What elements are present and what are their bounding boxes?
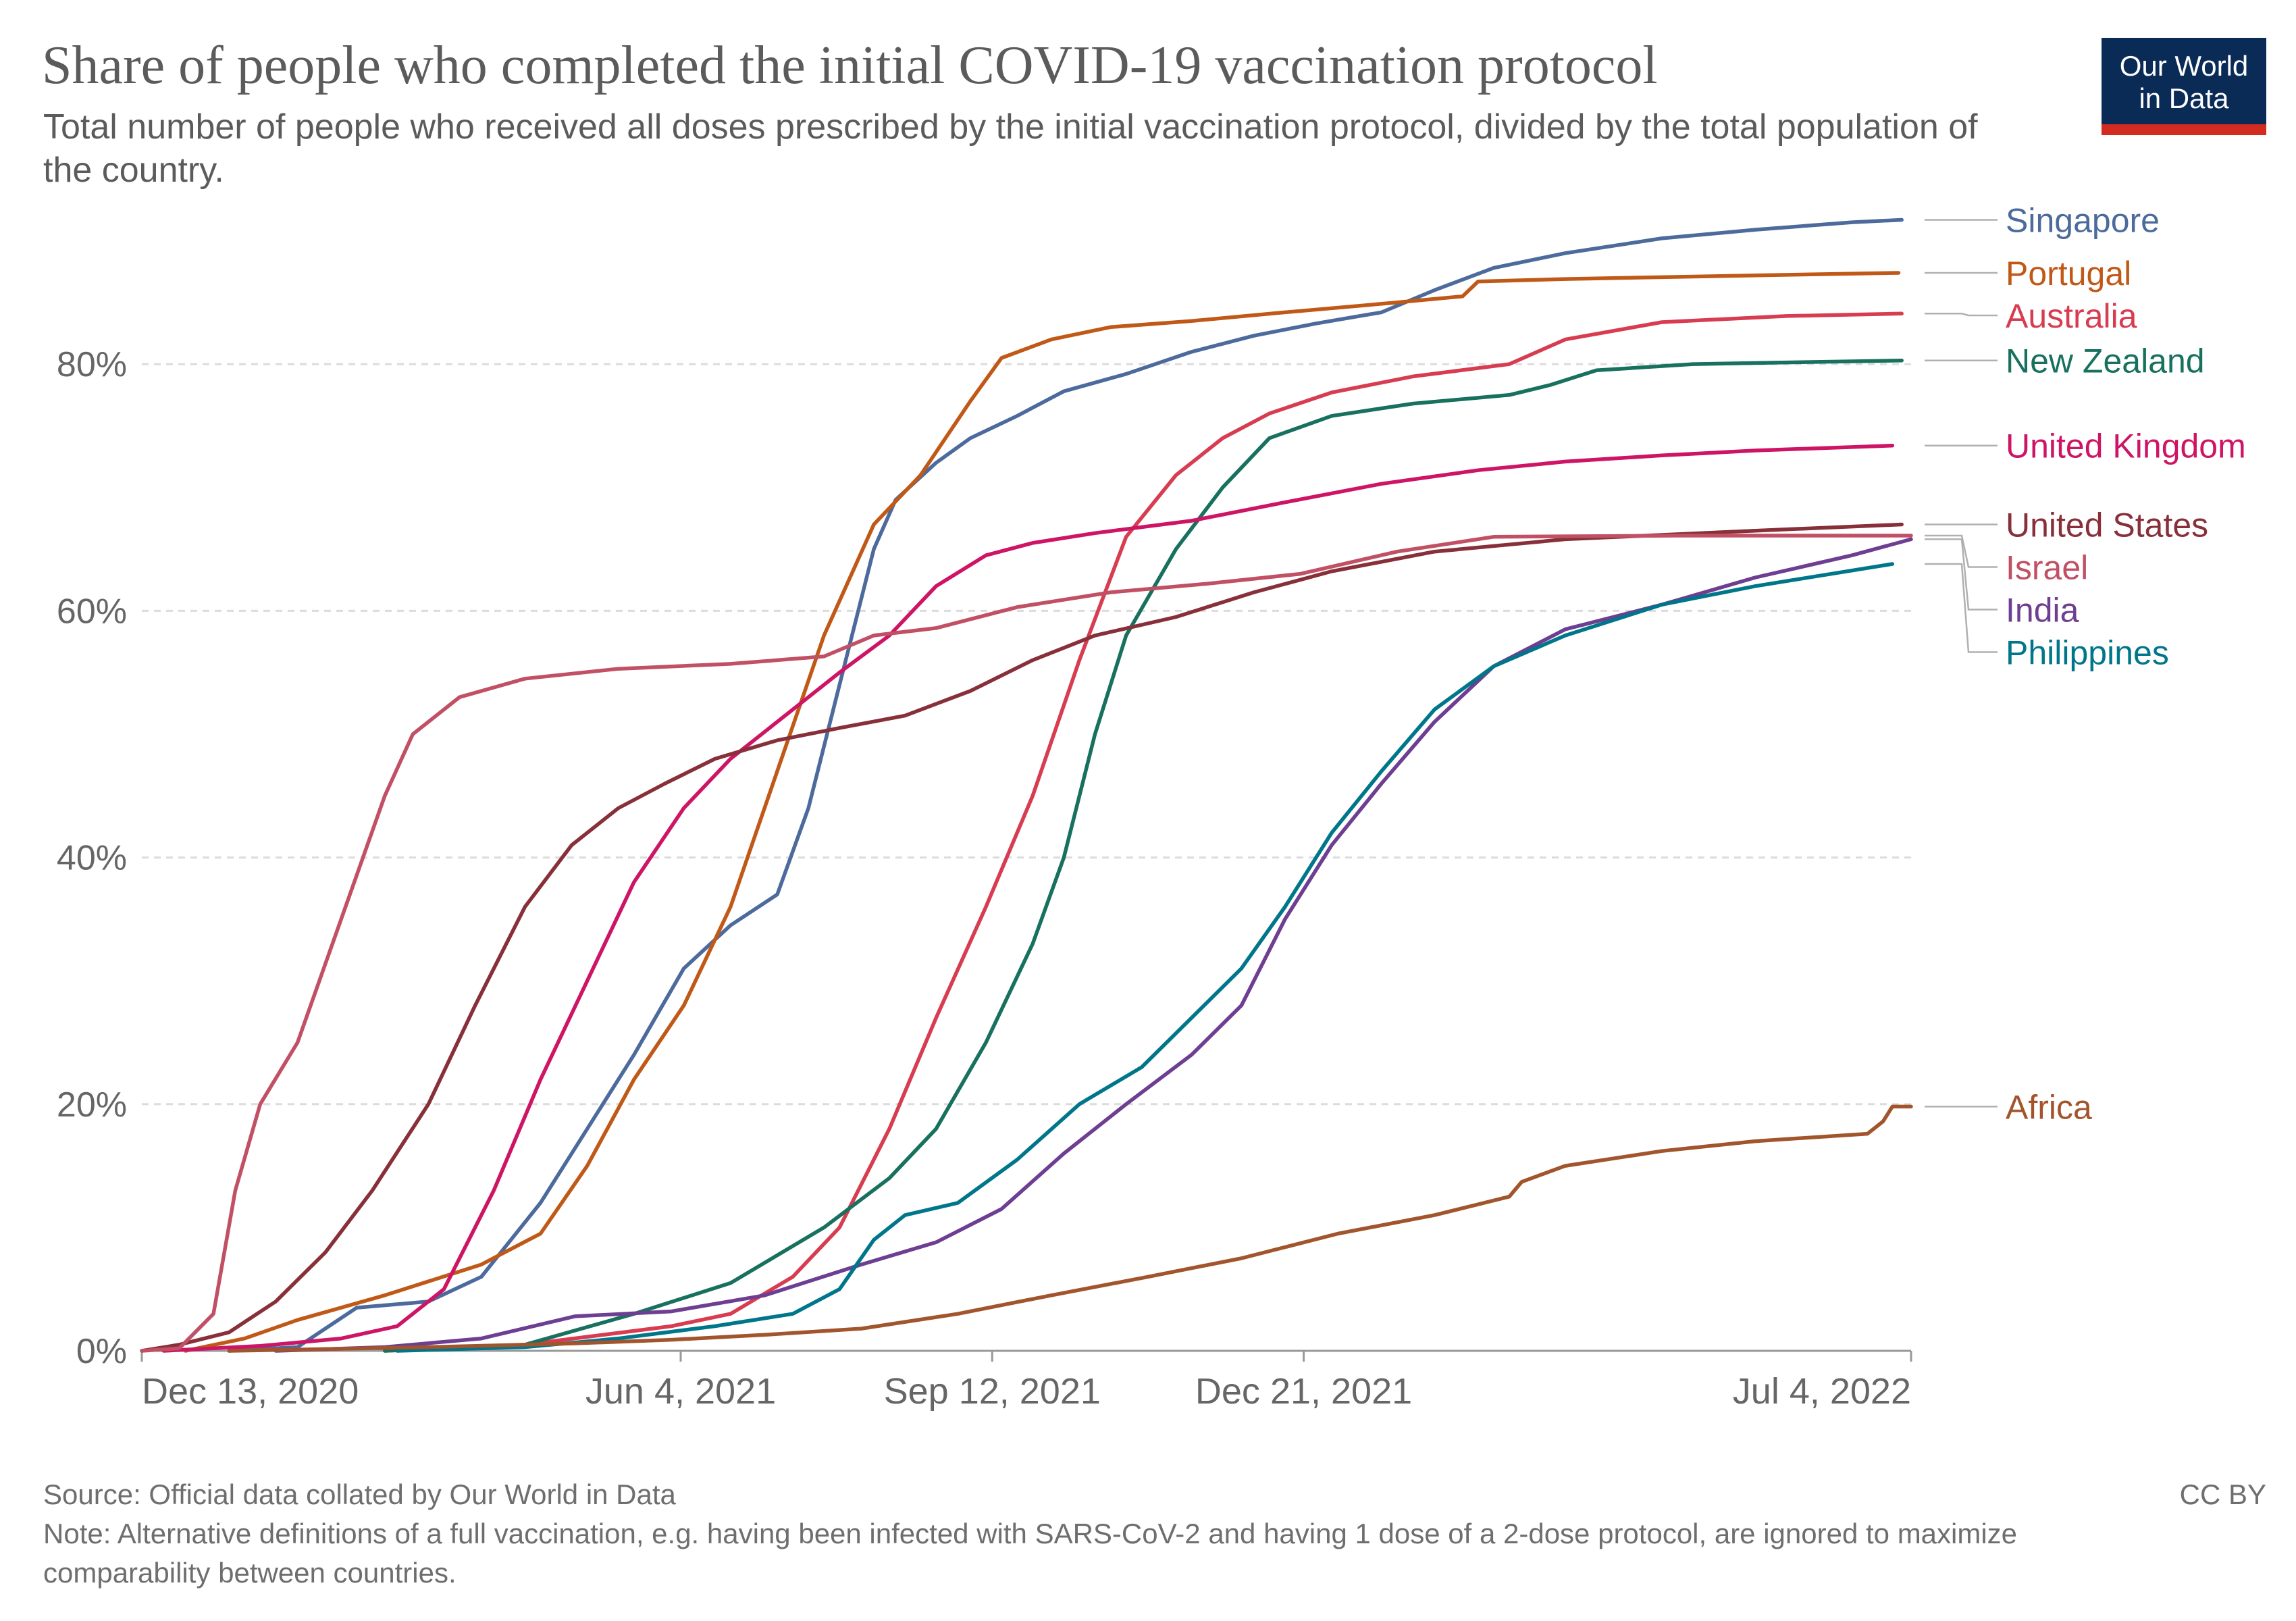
axes: 0% 20% 40% 60% 80% Dec 13, 2020 Jun 4, 2021 Sep… bbox=[57, 345, 1912, 1412]
x-tick-label: Jun 4, 2021 bbox=[585, 1371, 776, 1412]
legend-leader-line bbox=[1925, 563, 1998, 653]
series-line-philippines[interactable] bbox=[395, 562, 1895, 1353]
legend-label-philippines[interactable]: Philippines bbox=[2006, 634, 2169, 672]
series-line-portugal[interactable] bbox=[183, 271, 1901, 1353]
x-tick-label: Dec 21, 2021 bbox=[1195, 1371, 1412, 1412]
series-line-united-kingdom[interactable] bbox=[161, 443, 1895, 1353]
y-tick-label: 0% bbox=[76, 1332, 127, 1371]
y-tick-label: 40% bbox=[57, 839, 127, 878]
series-line-australia[interactable] bbox=[383, 311, 1904, 1353]
legend: Singapore Portugal Australia New Zealand Uni… bbox=[1925, 201, 2246, 1126]
legend-leader-line bbox=[1925, 538, 1998, 611]
legend-label-new-zealand[interactable]: New Zealand bbox=[2006, 342, 2205, 380]
legend-label-india[interactable]: India bbox=[2006, 592, 2079, 629]
chart-title: Share of people who completed the initia… bbox=[42, 36, 1658, 95]
y-tick-label: 80% bbox=[57, 345, 127, 384]
source-note: Source: Official data collated by Our Wo… bbox=[43, 1478, 676, 1510]
x-tick-label: Dec 13, 2020 bbox=[142, 1371, 359, 1412]
legend-label-australia[interactable]: Australia bbox=[2006, 297, 2137, 335]
series-line-africa[interactable] bbox=[227, 1104, 1913, 1353]
logo-line-2: in Data bbox=[2139, 82, 2229, 114]
logo-line-1: Our World bbox=[2119, 50, 2249, 82]
line-chart: 0% 20% 40% 60% 80% Dec 13, 2020 Jun 4, 2021 Sep… bbox=[57, 201, 2246, 1412]
series-lines bbox=[140, 217, 1913, 1353]
series-line-united-states[interactable] bbox=[140, 522, 1904, 1353]
legend-label-united-kingdom[interactable]: United Kingdom bbox=[2006, 428, 2246, 465]
y-tick-label: 20% bbox=[57, 1085, 127, 1125]
series-line-india[interactable] bbox=[273, 537, 1913, 1353]
legend-leader-line bbox=[1925, 313, 1998, 317]
license-label[interactable]: CC BY bbox=[2179, 1478, 2266, 1510]
x-tick-label: Sep 12, 2021 bbox=[884, 1371, 1101, 1412]
grid-lines bbox=[142, 363, 1911, 1106]
legend-label-united-states[interactable]: United States bbox=[2006, 507, 2208, 544]
legend-leader-line bbox=[1925, 534, 1998, 568]
series-line-new-zealand[interactable] bbox=[383, 358, 1904, 1353]
chart-subtitle: Total number of people who received all … bbox=[43, 107, 1978, 190]
legend-label-singapore[interactable]: Singapore bbox=[2006, 201, 2160, 239]
legend-label-portugal[interactable]: Portugal bbox=[2006, 255, 2131, 292]
legend-label-africa[interactable]: Africa bbox=[2006, 1088, 2092, 1126]
y-tick-label: 60% bbox=[57, 592, 127, 631]
legend-label-israel[interactable]: Israel bbox=[2006, 549, 2088, 587]
owid-logo[interactable]: Our World in Data bbox=[2102, 38, 2266, 135]
series-line-israel[interactable] bbox=[140, 534, 1913, 1353]
footnote: Note: Alternative definitions of a full … bbox=[43, 1518, 2018, 1589]
x-tick-label: Jul 4, 2022 bbox=[1733, 1371, 1911, 1412]
series-line-singapore[interactable] bbox=[227, 217, 1904, 1353]
